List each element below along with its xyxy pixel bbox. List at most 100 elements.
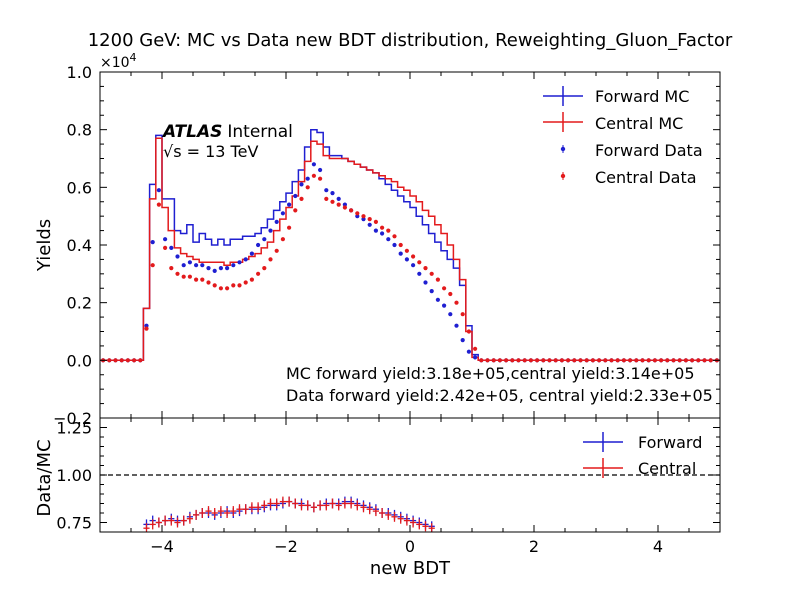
data-point [597,358,602,363]
data-point [473,355,478,360]
data-point [640,358,645,363]
data-point [367,222,372,227]
data-point [485,358,490,363]
y-tick-label: 0.8 [67,121,92,140]
data-point [324,196,329,201]
data-point [634,358,639,363]
data-point [280,211,285,216]
data-point [528,358,534,363]
data-point [206,280,211,285]
data-point [119,358,124,363]
series-forward-mc [100,128,720,362]
data-point [311,162,316,167]
data-point [566,358,571,363]
data-point [243,257,248,262]
data-point [144,326,149,331]
data-point [262,266,267,271]
data-point [280,237,285,242]
data-point [156,202,161,207]
top-data-layer [100,128,720,363]
data-yield-annotation: Data forward yield:2.42e+05, central yie… [286,386,713,405]
data-point [200,277,205,282]
data-point [299,196,304,201]
data-point [473,346,478,351]
legend-entry-central: Central [583,458,696,478]
data-point [547,358,552,363]
data-point [460,338,465,343]
data-point [218,286,223,291]
data-point [442,303,447,308]
data-point [355,214,360,219]
data-point [132,358,137,363]
chart-title: 1200 GeV: MC vs Data new BDT distributio… [88,30,733,51]
svg-text:Central Data: Central Data [595,168,697,187]
top-x-ticks [99,72,721,418]
data-point [454,300,459,305]
data-point [324,188,329,193]
svg-text:Central MC: Central MC [595,114,683,133]
data-point [169,266,174,271]
svg-text:Central: Central [638,459,696,478]
data-point [212,283,217,288]
data-point [194,277,199,282]
data-point [268,257,273,262]
top-y-ticks: −0.2 0.0 0.2 0.4 0.6 0.8 1.0 [53,63,720,428]
data-point [621,358,627,363]
data-point [435,277,440,282]
top-legend: Forward MC Central MC Forward Data Centr… [543,86,703,187]
data-point [559,358,565,363]
data-point [454,323,459,328]
series-central-data [101,173,720,363]
data-point [659,358,664,363]
data-point [355,211,360,216]
x-tick-label: 0 [405,537,415,556]
data-point [696,358,701,363]
data-point [361,217,366,222]
data-point [522,358,527,363]
energy-label: √s = 13 TeV [163,142,258,161]
data-point [181,274,186,279]
data-point [268,228,273,233]
data-point [429,289,434,294]
data-point [466,349,471,354]
y-tick-label: 1.0 [67,63,92,82]
data-point [231,263,236,268]
data-point [225,286,230,291]
bottom-y-axis-label: Data/MC [34,439,55,516]
data-point [590,358,596,363]
data-point [411,254,416,259]
data-point [156,188,161,193]
data-point [442,286,447,291]
data-point [398,242,403,248]
top-y-axis-label: Yields [34,219,55,272]
data-point [417,260,422,265]
x-tick-label: 4 [653,537,663,556]
data-point [535,358,540,363]
data-point [516,358,521,363]
data-point [504,358,509,363]
data-point [293,193,298,199]
data-point [665,358,670,363]
data-point [200,263,205,268]
data-point [423,266,428,271]
x-tick-label: −2 [274,537,298,556]
data-point [274,248,279,253]
data-point [609,358,614,363]
data-point [460,312,465,317]
data-point [628,358,633,363]
y-tick-label: 0.75 [56,514,92,533]
data-point [373,228,378,233]
data-point [392,234,397,239]
y-tick-label: 0.2 [67,294,92,313]
data-point [330,191,335,196]
data-point [138,358,143,363]
data-point [274,219,279,224]
data-point [553,358,558,363]
legend-entry-central-data: Central Data [560,168,697,187]
data-point [163,245,168,250]
data-point [541,358,546,363]
data-point [218,266,223,271]
data-point [231,283,236,288]
data-point [144,323,149,328]
